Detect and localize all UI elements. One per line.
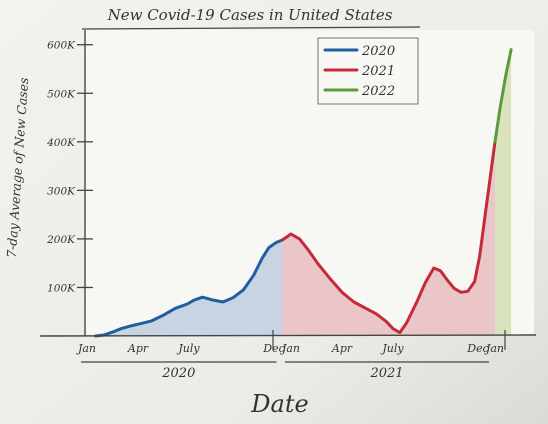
line-series-2021	[281, 140, 497, 335]
data-point-2021-15	[424, 281, 427, 284]
data-point-2020-2	[111, 331, 114, 334]
area-series-2021	[282, 141, 495, 336]
data-point-2021-0	[281, 238, 284, 241]
chart-title: New Covid-19 Cases in United States	[107, 6, 393, 24]
data-point-2021-21	[466, 290, 469, 293]
data-point-2021-12	[398, 331, 401, 334]
x-tick-label-6: July	[380, 342, 404, 355]
data-point-2020-6	[150, 319, 153, 322]
data-point-2022-0	[494, 140, 496, 143]
data-point-2020-5	[140, 322, 143, 325]
x-tick-label-1: Apr	[127, 342, 149, 355]
area-series-2020	[95, 239, 283, 336]
data-point-2020-13	[222, 301, 224, 303]
x-axis-label: Date	[250, 390, 308, 418]
y-tick-label-3: 400K	[46, 137, 76, 149]
data-point-2021-6	[341, 291, 343, 294]
x-axis	[39, 334, 537, 337]
data-point-2021-9	[375, 312, 377, 315]
data-point-2021-19	[453, 287, 456, 290]
x-tick-label-0: Jan	[76, 342, 96, 355]
data-point-2021-4	[317, 263, 320, 266]
data-point-2020-15	[242, 288, 245, 291]
data-point-2021-23	[478, 254, 481, 257]
data-point-2020-17	[261, 257, 264, 260]
data-point-2020-8	[174, 307, 177, 310]
data-point-2021-18	[446, 279, 449, 282]
y-tick-label-4: 500K	[47, 88, 76, 100]
data-point-2020-3	[120, 327, 122, 330]
x-tick-label-4: Jan	[280, 342, 300, 355]
data-point-2020-19	[274, 241, 277, 244]
data-point-2021-7	[352, 301, 355, 303]
data-point-2021-22	[473, 280, 476, 283]
data-point-2022-1	[499, 106, 502, 109]
data-point-2020-14	[232, 296, 235, 299]
line-series-2022	[493, 48, 513, 144]
y-tick-label-1: 200K	[46, 234, 76, 246]
data-point-2020-9	[186, 303, 189, 305]
x-tick-label-8: Jan	[484, 342, 504, 355]
data-point-2021-10	[385, 320, 388, 323]
data-point-2021-3	[307, 248, 309, 251]
data-point-2022-3	[510, 48, 513, 51]
y-tick-label-0: 100K	[47, 282, 76, 294]
legend-label-2022: 2022	[361, 84, 395, 99]
data-point-2021-17	[439, 269, 442, 272]
year-label-1: 2021	[369, 366, 403, 381]
legend-label-2020: 2020	[361, 44, 395, 59]
data-point-2021-8	[364, 307, 367, 310]
data-point-2021-20	[460, 291, 462, 294]
data-point-2021-16	[432, 267, 435, 269]
data-point-2021-14	[415, 301, 418, 303]
data-point-2021-5	[329, 277, 332, 280]
data-point-2020-4	[130, 324, 133, 327]
data-point-2022-2	[505, 72, 508, 75]
data-point-2021-11	[392, 327, 394, 330]
data-point-2020-18	[267, 246, 270, 249]
data-point-2020-11	[201, 296, 204, 299]
x-tick-label-5: Apr	[331, 342, 353, 355]
data-point-2021-2	[298, 237, 301, 240]
data-point-2020-12	[210, 298, 213, 301]
x-tick-label-3: Dec	[262, 342, 285, 355]
data-point-2021-13	[405, 321, 408, 324]
legend-box	[317, 37, 419, 105]
data-point-2020-10	[193, 299, 196, 302]
y-tick-label-5: 600K	[47, 40, 76, 52]
y-ticks: 100K 200K 300K 400K 500K 600K	[46, 40, 93, 294]
year-labels: 2020 2021	[81, 361, 489, 381]
title-rule	[81, 26, 421, 30]
data-point-2021-24	[485, 203, 488, 206]
legend-label-2021: 2021	[361, 64, 395, 79]
x-tick-label-7: Dec	[466, 342, 489, 355]
x-tick-label-2: July	[176, 342, 200, 355]
data-point-2020-16	[252, 274, 255, 277]
data-point-2021-1	[290, 233, 292, 235]
year-label-0: 2020	[161, 366, 195, 381]
y-tick-label-2: 300K	[47, 185, 76, 197]
data-point-2020-7	[162, 314, 165, 317]
legend: 2020 2021 2022	[317, 37, 419, 105]
